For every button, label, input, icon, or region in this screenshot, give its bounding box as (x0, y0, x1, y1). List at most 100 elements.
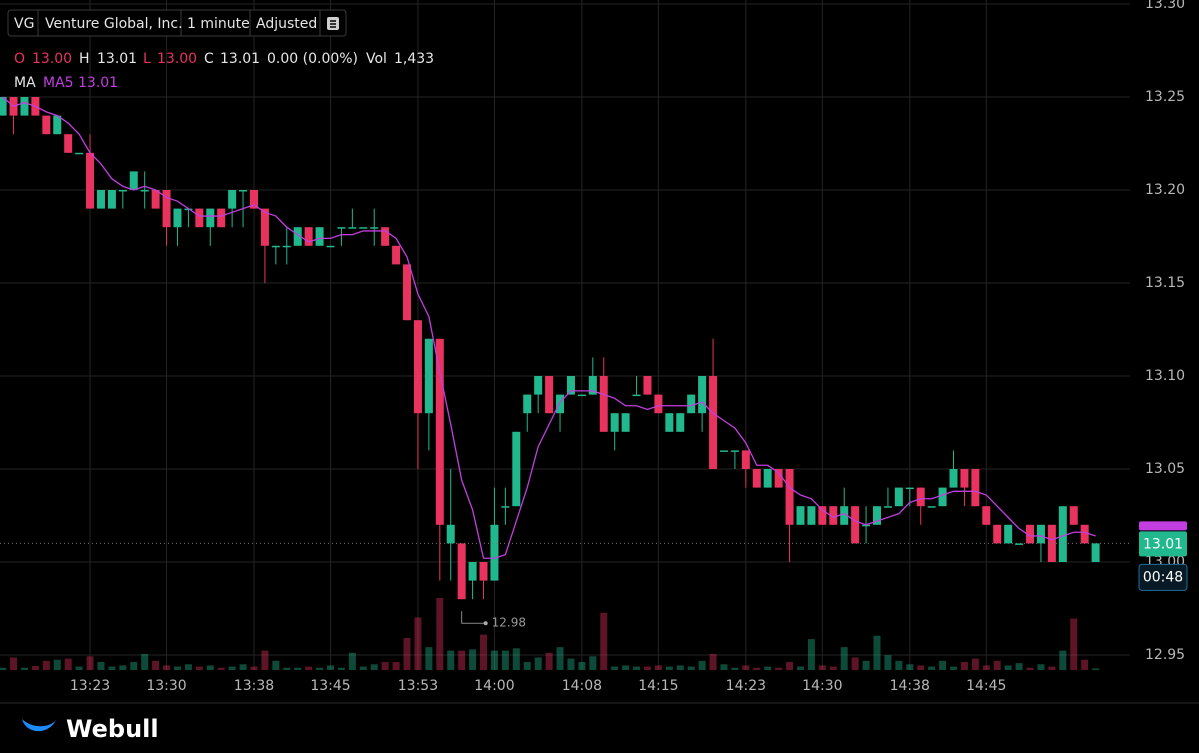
volume-bar (425, 647, 433, 670)
quote-label: L (143, 51, 151, 67)
price-tags: 13.01 00:48 (1138, 521, 1188, 591)
volume-bar (1048, 666, 1056, 670)
candle-body (435, 338, 444, 525)
candle-body (162, 190, 171, 228)
volume-bar (97, 662, 105, 670)
low-annotation-dot (483, 621, 488, 626)
candle-body (894, 487, 903, 507)
candle-body (151, 190, 160, 209)
volume-bar (775, 667, 783, 670)
volume-bar (294, 667, 302, 670)
x-tick-label: 13:23 (70, 678, 110, 694)
volume-bar (1015, 663, 1023, 670)
quote-value: 13.01 (97, 51, 137, 67)
candle-body (927, 506, 936, 508)
x-tick-label: 14:45 (966, 678, 1006, 694)
y-tick-label: 13.10 (1145, 368, 1185, 384)
y-tick-label: 13.05 (1145, 461, 1185, 477)
volume-bar (86, 656, 94, 670)
volume-bar (108, 666, 116, 670)
volume-bar (698, 660, 706, 670)
volume-bar (1037, 664, 1045, 670)
volume-bar (589, 656, 597, 670)
brand-name: Webull (66, 715, 159, 743)
volume-bar (403, 638, 411, 670)
candle-body (1080, 524, 1089, 544)
candle-body (676, 413, 685, 432)
candle-body (293, 227, 302, 246)
candle-body (107, 190, 116, 209)
adjustment[interactable]: Adjusted (256, 16, 317, 32)
candle-body (818, 506, 827, 525)
volume-bar (851, 657, 859, 670)
candle-body (370, 227, 379, 229)
candle-body (20, 97, 29, 116)
volume-bar (414, 617, 422, 670)
volume-bar (64, 658, 72, 670)
volume-bar (163, 665, 171, 670)
candle-body (359, 227, 368, 229)
countdown-bg (1138, 563, 1188, 591)
volume-bar (534, 657, 542, 670)
candle-body (993, 524, 1002, 544)
interval[interactable]: 1 minute (187, 16, 250, 32)
candle-body (64, 134, 73, 153)
candle-body (556, 394, 565, 414)
candle-body (665, 413, 674, 432)
volume-bar (731, 667, 739, 670)
volume-bar (545, 652, 553, 670)
volume-bar (1004, 665, 1012, 670)
candle-body (424, 338, 433, 414)
company-name: Venture Global, Inc. (45, 16, 183, 32)
menu-icon[interactable] (327, 17, 339, 30)
candle-body (807, 506, 816, 525)
volume-bar (469, 649, 477, 670)
volume-bar (633, 666, 641, 670)
candle-body (228, 190, 237, 209)
last-price-tag: 13.01 (1143, 536, 1183, 552)
volume-bar (228, 666, 236, 670)
candle-body (851, 506, 860, 544)
volume-bar (982, 665, 990, 670)
volume-bar (436, 598, 444, 670)
y-tick-label: 13.30 (1145, 0, 1185, 12)
volume-bar (1059, 650, 1067, 670)
volume-bar (753, 667, 761, 670)
candle-body (905, 487, 914, 490)
volume-bar (687, 666, 695, 670)
candle-body (140, 190, 149, 192)
volume-bar (829, 666, 837, 670)
quote-label: H (79, 51, 90, 67)
candle-body (610, 413, 619, 432)
volume-bar (1092, 668, 1100, 670)
volume-bar (622, 665, 630, 670)
volume-bar (1081, 659, 1089, 670)
candle-body (796, 506, 805, 525)
volume-bar (600, 612, 608, 670)
x-tick-label: 14:38 (890, 678, 930, 694)
candle-body (271, 245, 280, 248)
candle-body (75, 152, 84, 155)
candle-body (0, 97, 7, 116)
header-frame (7, 9, 347, 37)
volume-bar (217, 667, 225, 670)
candle-body (687, 394, 696, 414)
y-tick-label: 13.20 (1145, 182, 1185, 198)
candle-body (1026, 524, 1035, 544)
candle-body (249, 190, 258, 209)
candle-body (501, 506, 510, 508)
indicator-label: MA (14, 75, 36, 91)
candle-body (829, 506, 838, 525)
volume-bar (840, 647, 848, 670)
ma-line (2, 96, 1096, 559)
x-tick-label: 14:30 (802, 678, 842, 694)
candle-layer: 12.98 (0, 96, 1130, 630)
volume-bar (665, 666, 673, 670)
volume-bar (261, 650, 269, 670)
volume-bar (272, 660, 280, 670)
candle-body (632, 394, 641, 397)
candle-body (348, 227, 357, 229)
volume-bar (939, 660, 947, 670)
candle-body (304, 227, 313, 246)
candle-body (1058, 506, 1067, 562)
